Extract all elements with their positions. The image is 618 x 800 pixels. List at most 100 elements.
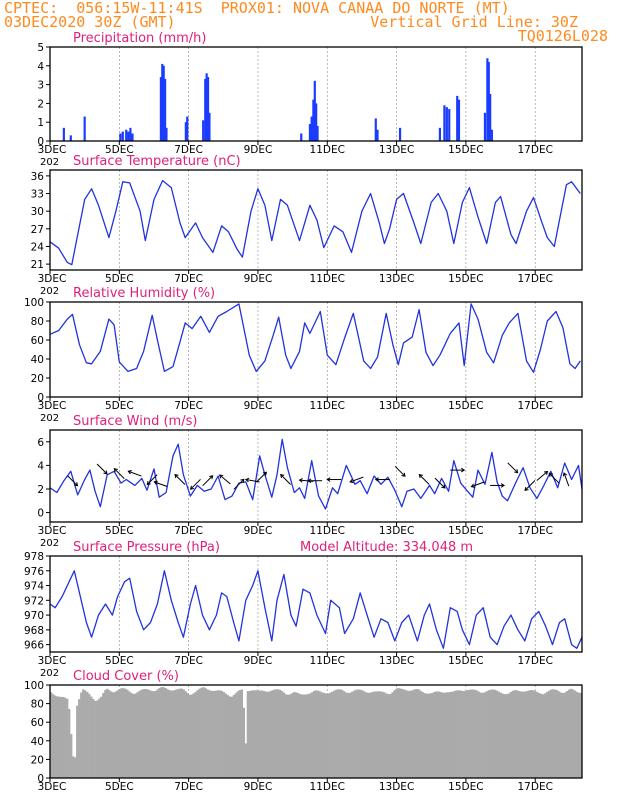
wind-arrow <box>256 471 267 483</box>
precip-bar <box>162 65 165 141</box>
wind-arrow <box>202 475 213 487</box>
temp-ytick-label: 33 <box>31 189 44 201</box>
cloud-bar <box>164 688 167 778</box>
cloud-bar <box>537 692 541 778</box>
cloud-bar <box>501 693 505 778</box>
precip-bar <box>315 103 318 141</box>
cloud-bar <box>184 691 187 778</box>
wind-arrow <box>563 472 570 487</box>
cloud-bar <box>319 691 322 778</box>
cloud-bar <box>335 689 338 778</box>
cloud-bar <box>433 691 436 778</box>
cloud-bar <box>128 691 131 778</box>
wind-arrow <box>219 474 231 485</box>
cloud-bar <box>76 705 79 778</box>
cloud-bar <box>317 690 320 778</box>
wind-arrow-head <box>418 473 423 479</box>
cloud-bar <box>288 694 292 778</box>
cloud-bar <box>104 689 107 778</box>
cloud-bar <box>547 690 551 778</box>
cloud-bar <box>290 693 294 778</box>
cloud-bar <box>178 688 181 778</box>
wind-arrow <box>233 478 245 490</box>
cloud-ytick-label: 20 <box>31 754 44 766</box>
cloud-bar <box>146 689 149 778</box>
cloud-xtick-label: 15DEC <box>448 781 483 793</box>
cloud-bar <box>451 691 454 778</box>
cloud-bar <box>70 734 73 778</box>
cloud-bar <box>339 689 342 778</box>
cloud-bar <box>94 700 97 778</box>
cloud-bar <box>439 692 442 778</box>
press-cutoff-label: 202 <box>40 668 59 679</box>
wind-arrow <box>67 475 78 487</box>
cloud-bar <box>511 690 515 778</box>
temp-xtick-label: 13DEC <box>379 273 414 285</box>
cloud-bar <box>321 692 324 778</box>
wind-arrow-head <box>240 478 245 483</box>
precip-cutoff-label: 202 <box>40 157 59 168</box>
precip-bar <box>127 131 130 141</box>
cloud-bar <box>445 692 448 778</box>
wind-xtick-label: 7DEC <box>174 525 203 537</box>
cloud-bar <box>140 689 143 778</box>
rh-xtick-label: 7DEC <box>174 400 203 412</box>
cloud-bar <box>138 690 141 778</box>
cloud-frame <box>49 684 583 779</box>
precip-bar <box>186 116 189 141</box>
precip-title: Precipitation (mm/h) <box>73 31 206 46</box>
cloud-bar <box>515 690 519 778</box>
cloud-bar <box>310 692 314 778</box>
cloud-bar <box>473 689 476 778</box>
precip-bar <box>398 127 402 141</box>
wind-title: Surface Wind (m/s) <box>73 414 197 429</box>
temp-xtick-label: 7DEC <box>174 273 203 285</box>
precip-bar <box>119 133 122 141</box>
precip-xtick-label: 9DEC <box>244 144 273 156</box>
precip-bar <box>205 73 208 141</box>
cloud-bar <box>399 688 402 778</box>
wind-arrow <box>507 462 518 474</box>
cloud-bar <box>256 690 260 778</box>
header-station-line: CPTEC: 056:15W-11:41S PROX01: NOVA CANAA… <box>4 0 510 17</box>
cloud-bar <box>379 691 382 778</box>
wind-arrow-head <box>146 480 151 486</box>
wind-arrow-head <box>307 478 312 484</box>
cloud-bar <box>268 691 272 778</box>
cloud-bar <box>80 692 83 778</box>
rh-ytick-label: 80 <box>31 316 44 328</box>
cloud-bar <box>329 692 332 778</box>
cloud-bar <box>497 691 500 778</box>
cloud-bar <box>102 693 105 778</box>
wind-cutoff-label: 202 <box>40 538 59 549</box>
precip-xtick-label: 17DEC <box>518 144 553 156</box>
rh-xtick-label: 13DEC <box>379 400 414 412</box>
cloud-xtick-label: 7DEC <box>174 781 203 793</box>
wind-arrow-head <box>500 483 506 488</box>
cloud-bar <box>232 695 235 778</box>
precip-bar <box>457 99 461 141</box>
cloud-bar <box>112 692 115 778</box>
cloud-bar <box>160 687 163 778</box>
cloud-bar <box>413 689 416 778</box>
cloud-bar <box>503 694 507 778</box>
cloud-xtick-label: 9DEC <box>244 781 273 793</box>
cloud-bar <box>499 692 502 778</box>
cloud-bar <box>106 688 109 778</box>
wind-xtick-label: 17DEC <box>518 525 553 537</box>
cloud-bar <box>250 690 254 778</box>
cloud-bar <box>405 690 408 778</box>
cloud-xtick-label: 5DEC <box>105 781 134 793</box>
cloud-bar <box>529 690 533 778</box>
cloud-bar <box>206 689 209 778</box>
cloud-bar <box>234 693 238 778</box>
wind-arrow <box>114 468 125 479</box>
wind-arrow <box>471 481 485 488</box>
cloud-ytick-label: 40 <box>31 736 44 748</box>
cloud-bar <box>192 693 195 778</box>
cloud-bar <box>353 690 356 778</box>
press-ytick-label: 970 <box>24 610 44 622</box>
wind-ytick-label: 0 <box>37 508 44 520</box>
header-grid-line-note: Vertical Grid Line: 30Z <box>370 13 578 31</box>
